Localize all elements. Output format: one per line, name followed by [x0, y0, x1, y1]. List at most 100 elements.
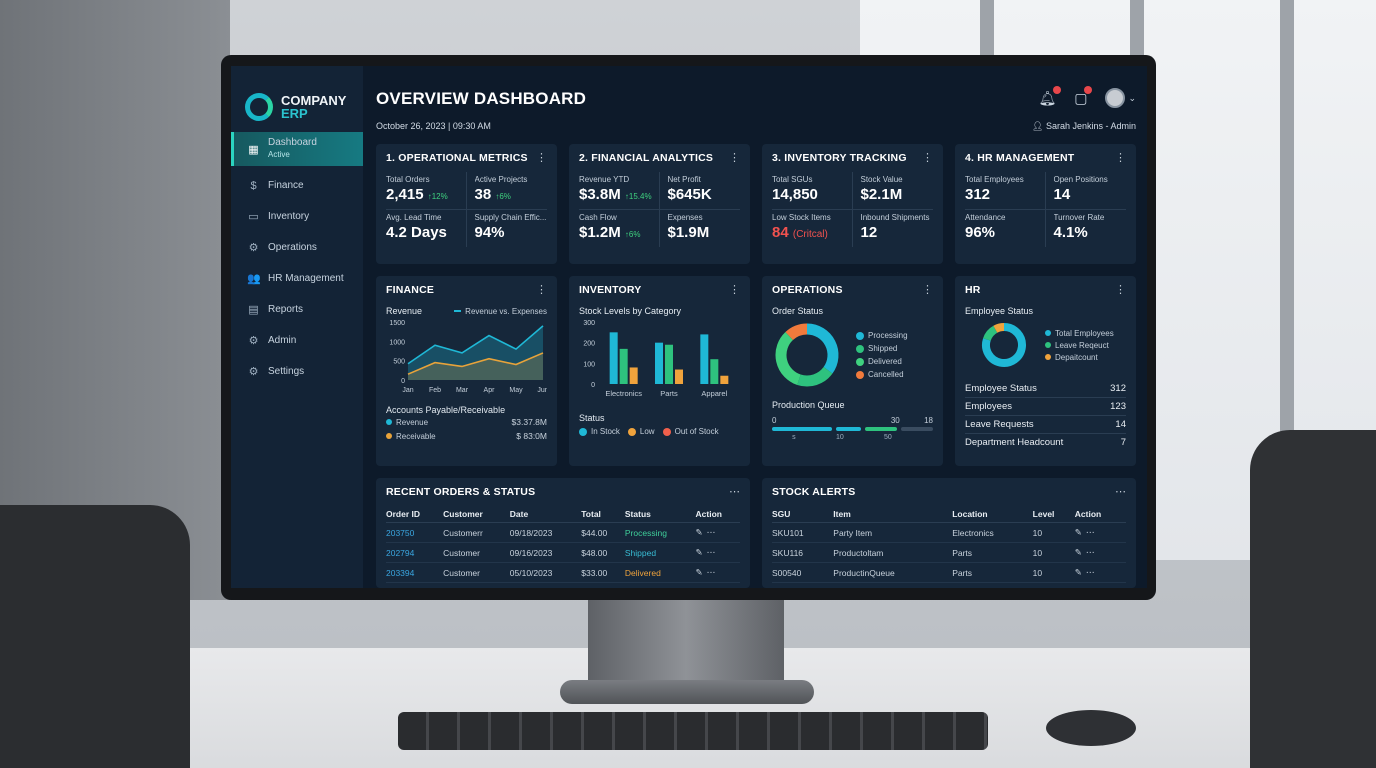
sidebar-item-reports[interactable]: ▤ Reports [231, 294, 363, 325]
more-icon[interactable]: ⋯ [706, 547, 720, 557]
metric-value: 4.1% [1053, 224, 1088, 241]
brand[interactable]: COMPANY ERP [231, 66, 363, 130]
more-icon[interactable]: ⋯ [1085, 567, 1099, 577]
edit-icon[interactable]: ✎ [695, 527, 707, 537]
sidebar-item-inventory[interactable]: ▭ Inventory [231, 201, 363, 232]
order-id-link[interactable]: 203394 [386, 562, 444, 583]
more-icon[interactable]: ⋮ [922, 284, 933, 296]
sidebar-item-hr-management[interactable]: 👥 HR Management [231, 263, 363, 294]
more-icon[interactable]: ⋮ [729, 284, 740, 296]
more-icon[interactable]: ⋯ [1085, 527, 1099, 537]
column-header[interactable]: Customer [443, 506, 510, 523]
column-header[interactable]: Item [833, 506, 953, 523]
legend-swatch [386, 419, 392, 425]
hr-row: Employee Status 312 [965, 380, 1126, 398]
current-user[interactable]: 👤︎ Sarah Jenkins - Admin [1032, 121, 1136, 132]
table-row[interactable]: 203750 Customerr 09/18/2023 $44.00 Proce… [386, 522, 740, 543]
keyboard [398, 712, 988, 750]
metric-label: Total Employees [965, 175, 1024, 184]
metric-label: Attendance [965, 213, 1006, 222]
card-title: HR [965, 284, 981, 296]
column-header[interactable]: Level [1032, 506, 1075, 523]
legend-label: Cancelled [868, 370, 904, 379]
level-cell: 10 [1032, 522, 1075, 543]
sidebar-item-label: Dashboard [268, 137, 317, 148]
more-icon[interactable]: ⋯ [706, 567, 720, 577]
location-cell: Electronics [952, 522, 1033, 543]
orders-table: Order ID Customer Date Total Status Acti… [386, 506, 740, 583]
y-tick-label: 1000 [389, 339, 405, 346]
item-cell: Productoltam [833, 542, 953, 563]
hr-row-label: Leave Requests [965, 419, 1034, 430]
sidebar-item-settings[interactable]: ⚙ Settings [231, 356, 363, 387]
order-status-legend: Processing Shipped Delivered Cancelled [856, 327, 908, 383]
user-menu[interactable]: ⌄ [1105, 88, 1136, 108]
sidebar-item-finance[interactable]: $ Finance [231, 170, 363, 201]
order-id-link[interactable]: 202794 [386, 542, 444, 563]
more-icon[interactable]: ⋯ [1115, 486, 1126, 498]
topbar: OVERVIEW DASHBOARD 🔔︎ ▢ ⌄ [376, 66, 1136, 116]
y-tick-label: 200 [583, 341, 595, 348]
edit-icon[interactable]: ✎ [695, 547, 707, 557]
x-tick-label: Jun [537, 387, 547, 394]
column-header[interactable]: Date [509, 506, 582, 523]
order-id-link[interactable]: 203750 [386, 522, 444, 543]
more-icon[interactable]: ⋯ [729, 486, 740, 498]
sidebar-item-admin[interactable]: ⚙ Admin [231, 325, 363, 356]
more-icon[interactable]: ⋮ [729, 152, 740, 164]
metric: Supply Chain Effic... 94% [467, 210, 548, 247]
edit-icon[interactable]: ✎ [1074, 547, 1086, 557]
row-actions[interactable]: ✎⋯ [695, 542, 740, 563]
dollar-icon: $ [250, 179, 257, 192]
column-header: Action [695, 506, 740, 523]
bar-electronics-low [619, 348, 628, 384]
row-actions[interactable]: ✎⋯ [1074, 522, 1126, 543]
date-cell: 09/18/2023 [509, 522, 582, 543]
metric: Attendance 96% [965, 210, 1046, 247]
table-row[interactable]: S00540 ProductinQueue Parts 10 ✎⋯ [772, 562, 1126, 583]
more-icon[interactable]: ⋮ [1115, 152, 1126, 164]
column-header[interactable]: Location [952, 506, 1033, 523]
edit-icon[interactable]: ✎ [1074, 527, 1086, 537]
chat-icon[interactable]: ▢ [1074, 85, 1093, 107]
legend-label: Depaitcount [1055, 352, 1098, 362]
metric: Total Orders 2,415 ↑12% [386, 172, 467, 210]
stock-alerts-card: STOCK ALERTS ⋯ SGU Item Location Level A… [762, 478, 1136, 588]
table-row[interactable]: SKU116 Productoltam Parts 10 ✎⋯ [772, 542, 1126, 563]
sidebar-item-dashboard[interactable]: ▦ Dashboard Active [231, 132, 363, 166]
gear-icon: ⚙ [248, 366, 259, 378]
column-header[interactable]: Status [624, 506, 696, 523]
row-actions[interactable]: ✎⋯ [1074, 542, 1126, 563]
table-row[interactable]: 202794 Customer 09/16/2023 $48.00 Shippe… [386, 542, 740, 563]
row-actions[interactable]: ✎⋯ [1074, 562, 1126, 583]
more-icon[interactable]: ⋯ [1085, 547, 1099, 557]
more-icon[interactable]: ⋮ [536, 152, 547, 164]
metric-label: Revenue YTD [579, 175, 630, 184]
more-icon[interactable]: ⋮ [536, 284, 547, 296]
x-tick-label: Apr [484, 387, 496, 394]
hr-row-label: Department Headcount [965, 437, 1064, 448]
table-row[interactable]: 203394 Customer 05/10/2023 $33.00 Delive… [386, 562, 740, 583]
row-actions[interactable]: ✎⋯ [695, 522, 740, 543]
current-user-label: Sarah Jenkins - Admin [1045, 120, 1136, 131]
metric-value: 312 [965, 186, 991, 203]
y-tick-label: 1500 [389, 320, 405, 327]
row-actions[interactable]: ✎⋯ [695, 562, 740, 583]
legend-label: Shipped [868, 344, 898, 353]
bell-icon[interactable]: 🔔︎ [1038, 85, 1062, 107]
metric-delta: ↑6% [624, 230, 641, 239]
more-icon[interactable]: ⋮ [1115, 284, 1126, 296]
edit-icon[interactable]: ✎ [1074, 567, 1086, 577]
sidebar-item-operations[interactable]: ⚙ Operations [231, 232, 363, 263]
card-title: 1. OPERATIONAL METRICS [386, 152, 528, 164]
more-icon[interactable]: ⋯ [706, 527, 720, 537]
metric-label: Total Orders [386, 175, 430, 184]
edit-icon[interactable]: ✎ [695, 567, 707, 577]
column-header[interactable]: SGU [772, 506, 834, 523]
column-header[interactable]: Total [581, 506, 625, 523]
inventory-card: INVENTORY ⋮ Stock Levels by Category 300… [569, 276, 750, 466]
more-icon[interactable]: ⋮ [922, 152, 933, 164]
table-row[interactable]: SKU101 Party Item Electronics 10 ✎⋯ [772, 522, 1126, 543]
column-header[interactable]: Order ID [386, 506, 444, 523]
bar-electronics-in-stock [609, 332, 618, 384]
